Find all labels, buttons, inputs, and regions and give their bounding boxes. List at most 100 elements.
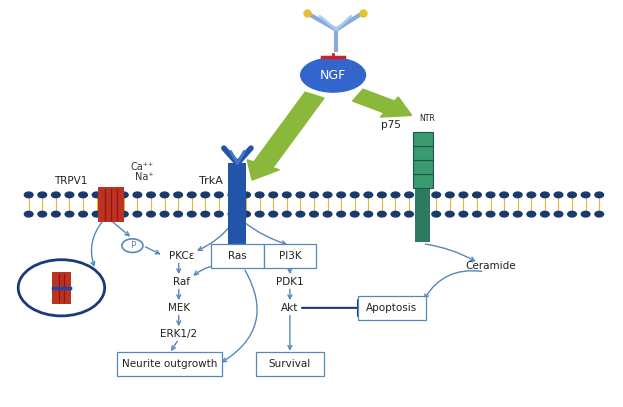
Circle shape (568, 211, 576, 217)
Circle shape (541, 211, 549, 217)
FancyBboxPatch shape (264, 244, 316, 268)
FancyBboxPatch shape (413, 160, 432, 174)
Circle shape (486, 192, 495, 198)
Circle shape (242, 211, 250, 217)
Circle shape (201, 192, 209, 198)
Circle shape (418, 192, 427, 198)
Text: Neurite outgrowth: Neurite outgrowth (122, 359, 217, 369)
FancyBboxPatch shape (416, 187, 430, 243)
FancyArrow shape (353, 89, 412, 117)
Text: Ca⁺⁺: Ca⁺⁺ (130, 162, 153, 173)
Circle shape (174, 211, 183, 217)
Circle shape (120, 211, 128, 217)
Text: PDK1: PDK1 (276, 277, 303, 287)
Circle shape (160, 192, 169, 198)
Text: p75: p75 (381, 120, 401, 130)
Circle shape (323, 192, 332, 198)
Circle shape (106, 192, 115, 198)
Circle shape (323, 211, 332, 217)
Text: P: P (130, 241, 135, 250)
Circle shape (201, 211, 209, 217)
Circle shape (378, 192, 386, 198)
Circle shape (527, 192, 536, 198)
Circle shape (391, 192, 400, 198)
Circle shape (24, 211, 33, 217)
Circle shape (92, 192, 101, 198)
Circle shape (310, 211, 318, 217)
Circle shape (269, 192, 277, 198)
Circle shape (65, 211, 74, 217)
Circle shape (364, 211, 373, 217)
Text: Apoptosis: Apoptosis (366, 303, 417, 313)
Circle shape (296, 192, 305, 198)
Circle shape (18, 260, 105, 316)
FancyBboxPatch shape (413, 174, 432, 188)
Circle shape (228, 192, 237, 198)
Circle shape (500, 211, 508, 217)
Text: Survival: Survival (269, 359, 311, 369)
Circle shape (473, 192, 482, 198)
Text: MEK: MEK (168, 303, 190, 313)
Circle shape (405, 192, 414, 198)
Circle shape (146, 192, 155, 198)
Text: ERK1/2: ERK1/2 (160, 329, 197, 339)
Circle shape (296, 211, 305, 217)
Circle shape (282, 192, 291, 198)
Circle shape (445, 211, 454, 217)
Circle shape (133, 192, 141, 198)
Circle shape (78, 211, 87, 217)
FancyBboxPatch shape (98, 187, 124, 222)
Circle shape (24, 192, 33, 198)
Circle shape (146, 211, 155, 217)
Circle shape (92, 211, 101, 217)
Circle shape (595, 192, 604, 198)
Text: TrkA: TrkA (199, 176, 223, 186)
Text: NGF: NGF (320, 68, 346, 81)
Text: Ras: Ras (228, 251, 247, 261)
Text: Ceramide: Ceramide (465, 261, 516, 271)
Circle shape (459, 192, 468, 198)
Circle shape (486, 211, 495, 217)
Circle shape (432, 211, 440, 217)
Circle shape (350, 192, 359, 198)
Circle shape (269, 211, 277, 217)
Circle shape (214, 192, 223, 198)
FancyArrow shape (247, 92, 324, 180)
Circle shape (255, 192, 264, 198)
Text: Na⁺: Na⁺ (135, 173, 154, 182)
Text: NTR: NTR (419, 114, 435, 123)
Circle shape (255, 211, 264, 217)
Circle shape (568, 192, 576, 198)
Text: PKCε: PKCε (169, 251, 194, 261)
Circle shape (310, 192, 318, 198)
Circle shape (337, 211, 346, 217)
Circle shape (473, 211, 482, 217)
Circle shape (106, 211, 115, 217)
Ellipse shape (301, 58, 366, 92)
Circle shape (282, 211, 291, 217)
Circle shape (527, 211, 536, 217)
Circle shape (52, 211, 60, 217)
FancyBboxPatch shape (413, 146, 432, 160)
FancyBboxPatch shape (413, 131, 432, 146)
Circle shape (500, 192, 508, 198)
Circle shape (418, 211, 427, 217)
FancyBboxPatch shape (211, 244, 264, 268)
Circle shape (432, 192, 440, 198)
Circle shape (52, 192, 60, 198)
Circle shape (513, 211, 522, 217)
Circle shape (405, 211, 414, 217)
Circle shape (513, 192, 522, 198)
Circle shape (554, 192, 563, 198)
Circle shape (188, 192, 196, 198)
FancyBboxPatch shape (52, 272, 71, 304)
Circle shape (364, 192, 373, 198)
Text: Akt: Akt (281, 303, 298, 313)
Text: PI3K: PI3K (278, 251, 301, 261)
Text: Raf: Raf (173, 277, 191, 287)
Circle shape (554, 211, 563, 217)
FancyBboxPatch shape (229, 162, 246, 247)
FancyBboxPatch shape (358, 296, 426, 320)
Circle shape (160, 211, 169, 217)
Circle shape (228, 211, 237, 217)
